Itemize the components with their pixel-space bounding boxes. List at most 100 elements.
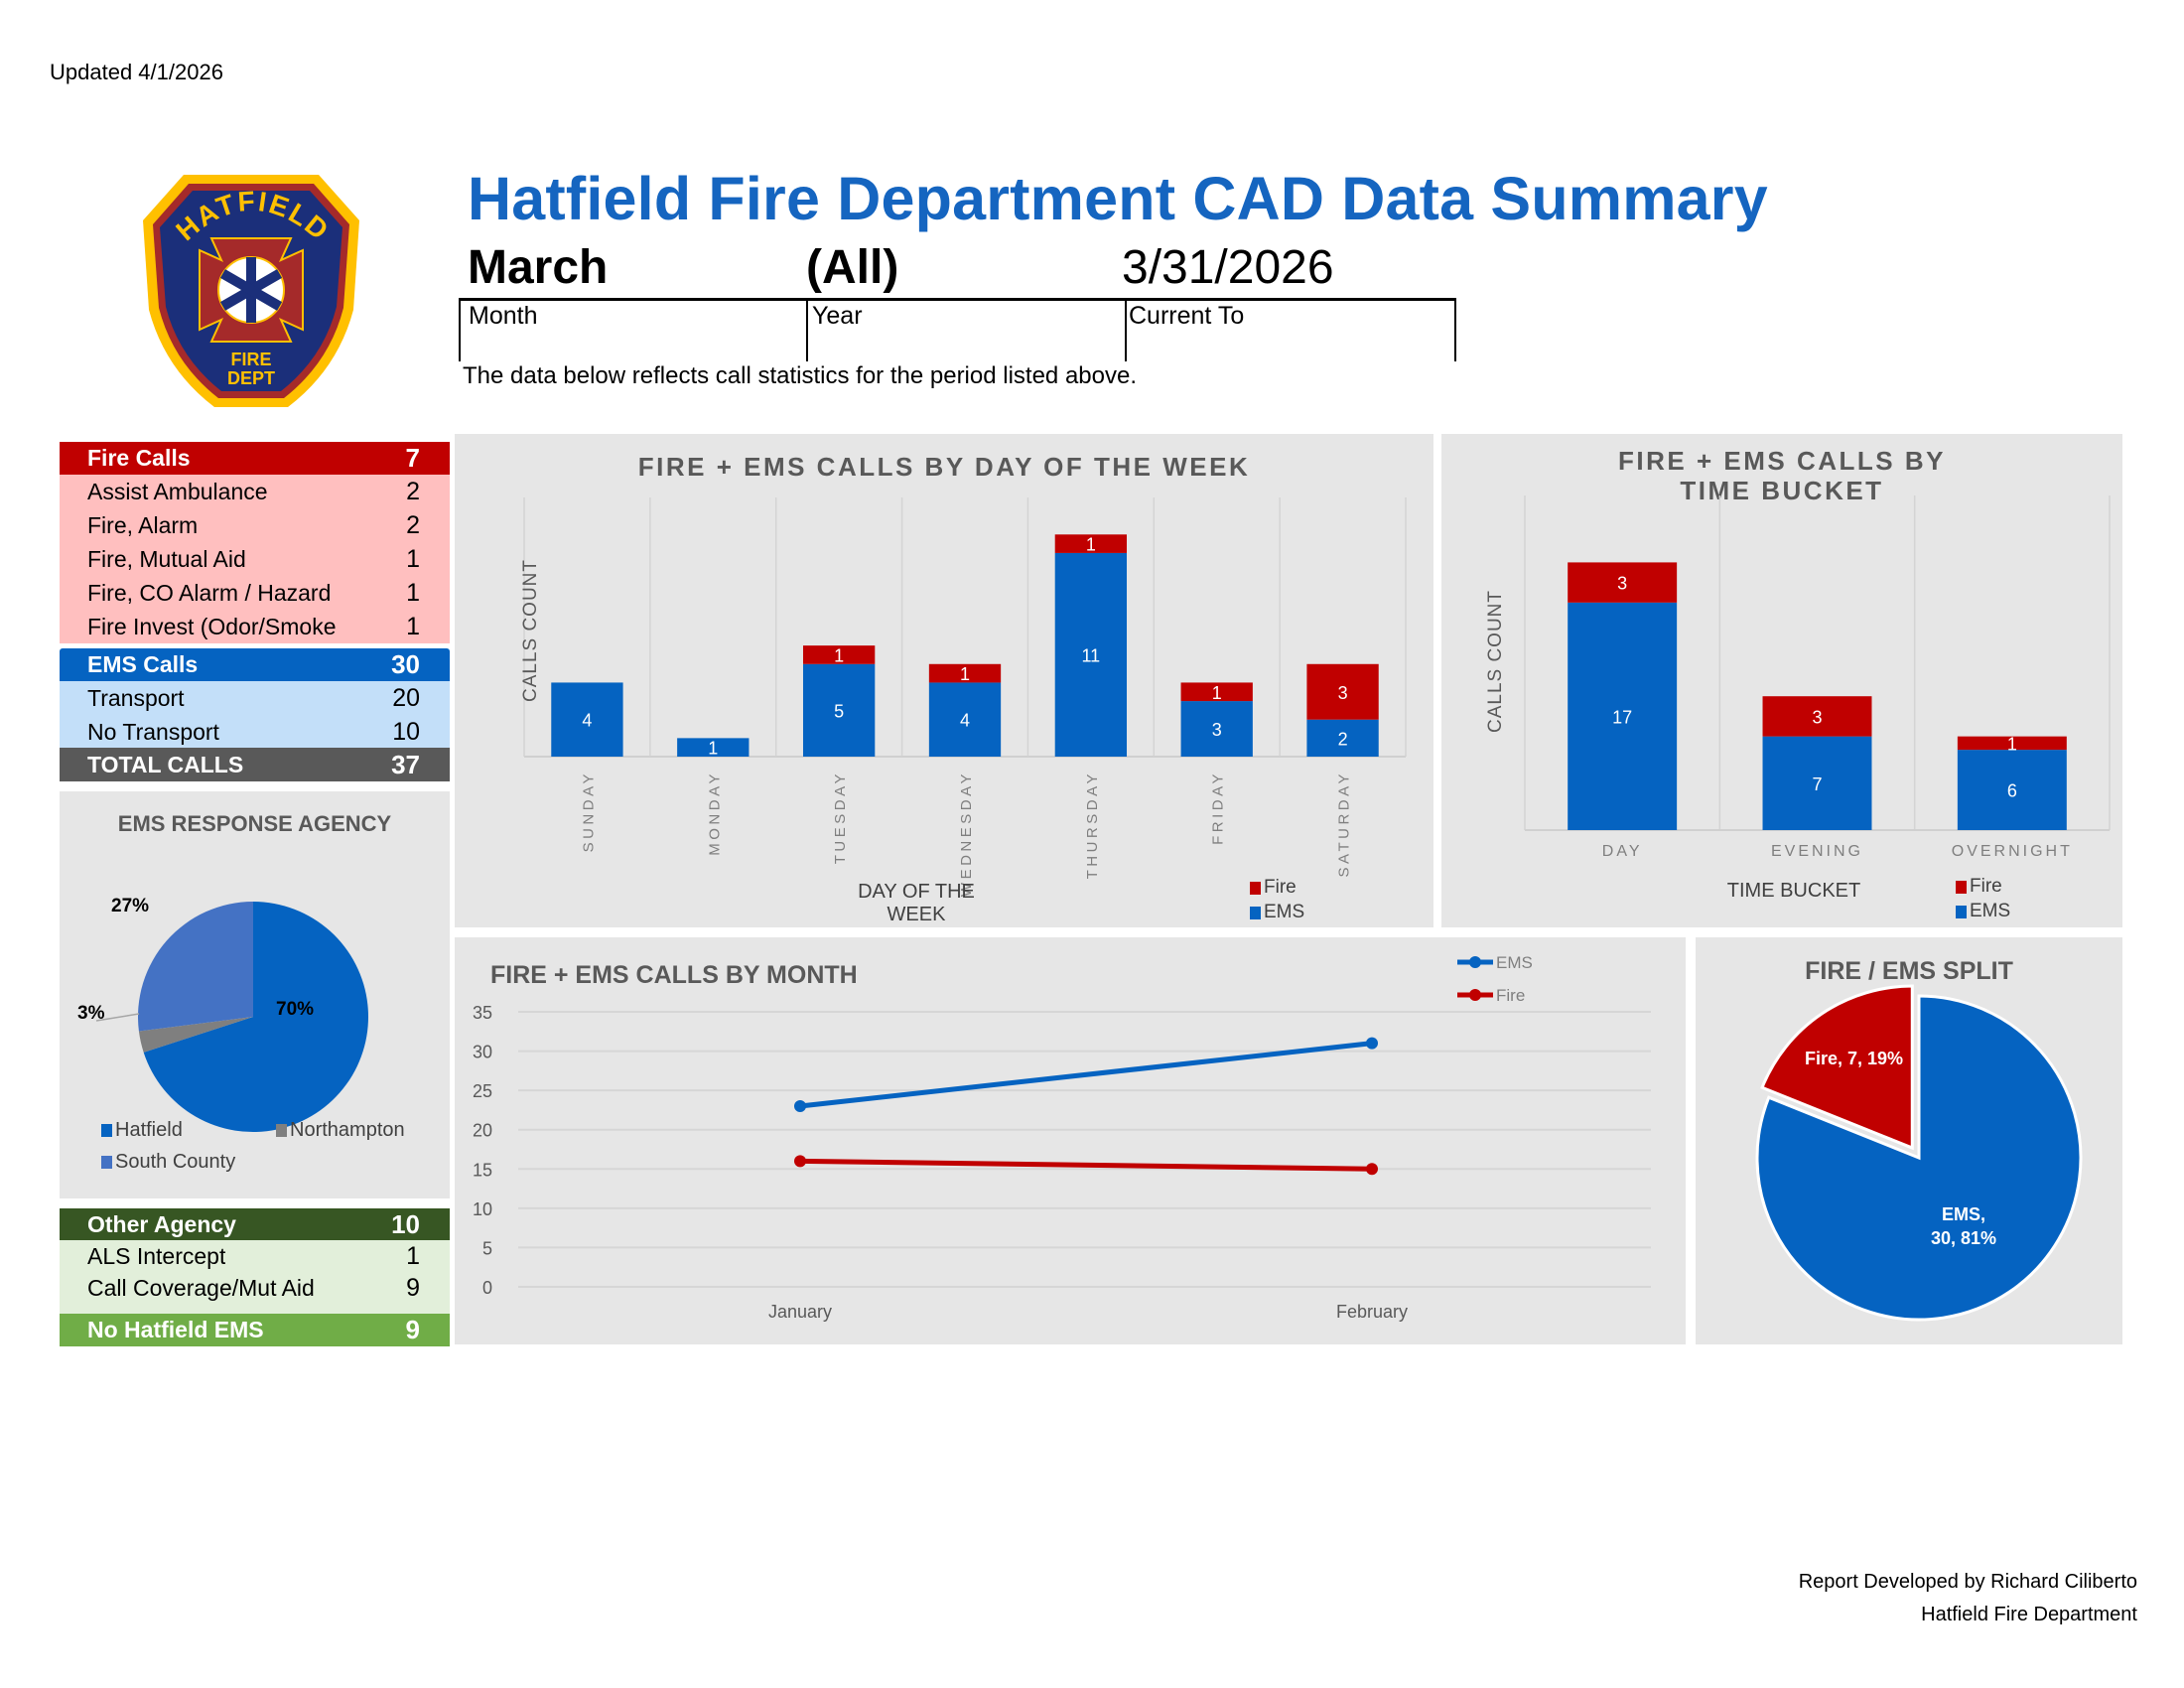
data-label-fire: 3 [1617,574,1627,594]
ems-calls-list: Transport 20 No Transport 10 [60,681,450,749]
legend-label: Fire [1264,877,1297,898]
year-value: (All) [806,241,899,294]
ems-calls-label: EMS Calls [87,651,199,677]
legend-label: Fire [1970,876,2002,897]
bar-fire-day [1568,562,1678,603]
item-count: 1 [406,1241,420,1270]
item-label: No Transport [87,718,219,745]
x-tick-label: February [1336,1302,1408,1322]
bar-ems-wednesday [928,682,1002,757]
item-label: Fire, Mutual Aid [87,545,246,572]
total-calls-total: 37 [391,749,420,779]
legend-label: Northampton [290,1119,405,1141]
by-month-panel: FIRE + EMS CALLS BY MONTH 0 5 10 15 20 25 30 35… [455,937,1686,1344]
legend-label-ems: EMS [1496,953,1533,972]
list-item: Transport 20 [60,681,450,715]
y-tick-label: 30 [473,1043,492,1062]
column-divider [806,298,808,361]
x-tick-label: SUNDAY [580,771,597,852]
total-calls-section: TOTAL CALLS 37 [60,748,450,781]
data-label-ems: 4 [960,711,970,731]
point-ems [1366,1037,1378,1050]
no-hatfield-ems-label: No Hatfield EMS [87,1317,264,1342]
item-label: Fire, Alarm [87,511,199,538]
bar-fire-thursday [1054,534,1128,553]
month-value: March [468,241,609,294]
list-item: No Transport 10 [60,715,450,749]
data-label-ems: 17 [1612,707,1632,727]
column-divider [459,298,461,361]
other-agency-total: 10 [391,1208,420,1239]
x-tick-label: TUESDAY [832,771,849,864]
data-label-ems: 3 [1212,720,1222,740]
svg-text:FIRE: FIRE [230,350,271,369]
legend-swatch [276,1124,287,1137]
legend-swatch [101,1124,112,1137]
data-label-fire: 1 [1086,535,1096,555]
fire-calls-section: Fire Calls 7 Assist Ambulance 2 Fire, Ala… [60,442,450,643]
list-item: Fire, CO Alarm / Hazard 1 [60,576,450,610]
bar-ems-evening [1762,736,1872,830]
bar-ems-day [1568,602,1678,830]
legend-label: EMS [1264,902,1305,922]
current-to-label: Current To [1129,302,1245,330]
report-credit: Report Developed by Richard Ciliberto [1798,1571,2137,1593]
y-axis-title: CALLS COUNT [1485,590,1506,733]
ems-calls-total: 30 [391,649,420,679]
bar-ems-monday [677,738,750,757]
pie-slice-fire [1760,984,1914,1151]
data-label-fire: 3 [1812,707,1822,727]
bar-fire-evening [1762,696,1872,737]
no-hatfield-ems-header: No Hatfield EMS 9 [60,1314,450,1346]
pie-slice-northampton [138,1017,253,1053]
data-label-ems: 7 [1812,774,1822,794]
item-label: ALS Intercept [87,1242,226,1269]
bar-ems-overnight [1957,750,2067,830]
x-tick-label: FRIDAY [1210,771,1227,845]
x-axis-title: TIME BUCKET [1726,880,1861,902]
legend-label: Hatfield [115,1119,183,1141]
data-label-fire: 3 [1338,683,1348,703]
legend-swatch [101,1156,112,1169]
pie-slice-hatfield [143,902,368,1132]
data-label-fire: Fire, 7, 19% [1805,1049,1903,1068]
legend-item-northampton: Northampton [276,1119,405,1142]
pie-slice-ems [1755,994,2083,1322]
y-tick-label: 25 [473,1081,492,1101]
bar-ems-friday [1180,701,1253,757]
day-of-week-chart: 4SUNDAY1MONDAY51TUESDAY41WEDNESDAY111THU… [520,497,1407,897]
legend-swatch [1250,881,1261,895]
item-label: Fire Invest (Odor/Smoke [87,613,337,639]
data-label-fire: 1 [834,645,844,665]
other-agency-list: ALS Intercept 1 Call Coverage/Mut Aid 9 [60,1240,450,1314]
x-tick-label: WEDNESDAY [958,771,975,897]
legend-item-ems: EMS [1250,902,1304,923]
bar-fire-friday [1180,682,1253,702]
item-count: 9 [406,1273,420,1302]
x-tick-label: MONDAY [706,771,723,856]
other-agency-section: Other Agency 10 ALS Intercept 1 Call Cove… [60,1208,450,1346]
data-label-ems-line2: 30, 81% [1931,1228,1996,1248]
time-bucket-panel: FIRE + EMS CALLS BY TIME BUCKET 17 3 DAY 7 3… [1441,434,2122,927]
list-item: Fire, Mutual Aid 1 [60,542,450,576]
item-count: 10 [392,717,420,746]
other-agency-label: Other Agency [87,1210,236,1237]
by-month-chart: 0 5 10 15 20 25 30 35 January February EMS Fire [473,953,1651,1322]
no-hatfield-ems-total: 9 [405,1315,420,1344]
point-ems [794,1099,806,1112]
report-department: Hatfield Fire Department [1921,1604,2137,1625]
item-label: Call Coverage/Mut Aid [87,1274,315,1301]
bar-fire-overnight [1957,736,2067,751]
month-label: Month [469,302,538,330]
bar-ems-saturday [1306,719,1379,757]
chart-title: EMS RESPONSE AGENCY [117,811,392,836]
line-ems [799,1041,1373,1109]
legend-swatch [1250,906,1261,919]
page-title: Hatfield Fire Department CAD Data Summar… [468,165,1768,232]
fire-ems-split-chart: Fire, 7, 19% EMS, 30, 81% [1755,984,2083,1322]
current-to-value: 3/31/2026 [1122,241,1334,294]
data-label-ems: 1 [708,739,718,759]
x-tick-label: OVERNIGHT [1952,843,2073,860]
list-item: ALS Intercept 1 [60,1240,450,1272]
data-label-northampton: 3% [77,1003,105,1024]
